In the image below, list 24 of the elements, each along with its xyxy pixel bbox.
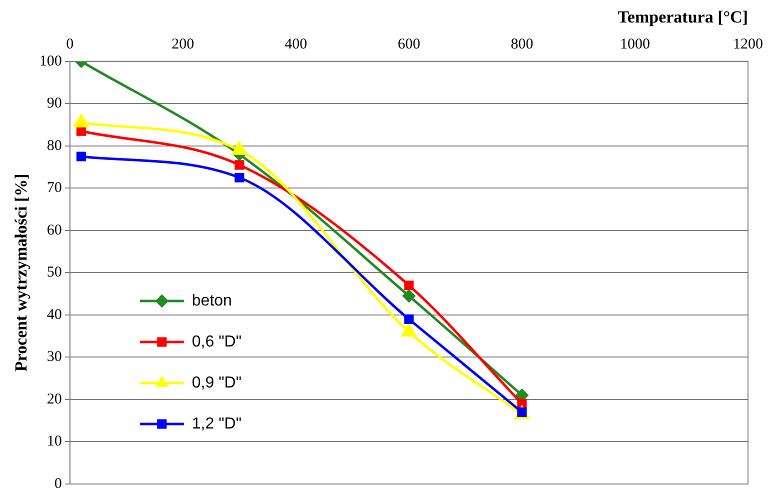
x-axis-title: Temperatura [°C] [618, 8, 748, 27]
y-tick-label: 70 [46, 180, 62, 196]
x-tick-label: 0 [66, 36, 74, 52]
y-axis-title: Procent wytrzymałości [%] [12, 174, 31, 372]
legend-label: 0,6 "D" [192, 333, 242, 350]
y-tick-label: 100 [39, 53, 62, 70]
y-tick-label: 10 [46, 434, 62, 450]
y-tick-label: 60 [46, 222, 62, 238]
x-tick-label: 400 [284, 36, 308, 52]
legend-label: 1,2 "D" [192, 415, 242, 432]
x-tick-label: 1200 [733, 36, 763, 52]
legend-label: beton [192, 292, 232, 310]
y-tick-label: 20 [46, 391, 62, 408]
y-tick-label: 80 [46, 138, 62, 154]
legend-label: 0,9 "D" [192, 374, 242, 392]
y-tick-label: 90 [46, 96, 62, 112]
x-tick-label: 1000 [620, 36, 650, 52]
x-tick-label: 600 [398, 36, 420, 52]
y-tick-label: 50 [46, 264, 62, 281]
x-tick-label: 200 [172, 36, 194, 52]
y-tick-label: 0 [54, 476, 62, 492]
y-tick-label: 30 [46, 349, 62, 366]
x-tick-label: 800 [510, 36, 534, 52]
y-tick-label: 40 [46, 306, 62, 323]
